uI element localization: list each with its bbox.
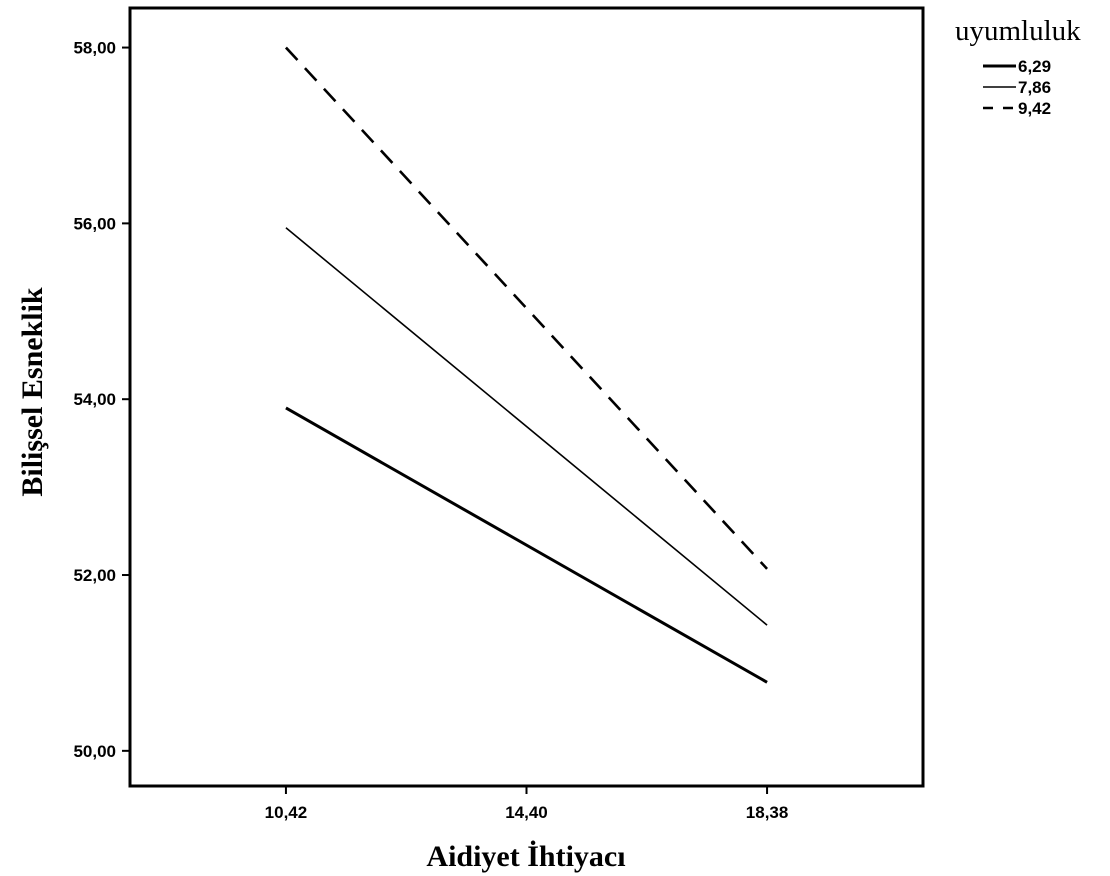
- x-tick-label: 14,40: [505, 803, 548, 822]
- y-tick-label: 58,00: [73, 39, 116, 58]
- x-axis-ticks: 10,42 14,40 18,38: [265, 786, 789, 822]
- legend: uyumluluk 6,29 7,86 9,42: [955, 15, 1081, 118]
- x-axis-title: Aidiyet İhtiyacı: [426, 840, 625, 873]
- series-line-0: [285, 406, 768, 684]
- series-line-1: [285, 227, 768, 626]
- x-tick-label: 10,42: [265, 803, 308, 822]
- plot-frame: [128, 6, 925, 788]
- y-tick-label: 50,00: [73, 742, 116, 761]
- series-lines: [284, 46, 769, 684]
- y-tick-label: 52,00: [73, 566, 116, 585]
- legend-title: uyumluluk: [955, 15, 1081, 47]
- legend-label: 6,29: [1018, 57, 1051, 76]
- legend-items: 6,29 7,86 9,42: [983, 57, 1051, 118]
- series-line-2: [284, 46, 769, 570]
- y-axis-ticks: 50,00 52,00 54,00 56,00 58,00: [73, 39, 130, 761]
- x-tick-label: 18,38: [746, 803, 789, 822]
- y-axis-title: Bilişsel Esneklik: [16, 287, 49, 497]
- y-tick-label: 54,00: [73, 390, 116, 409]
- y-tick-label: 56,00: [73, 214, 116, 233]
- legend-label: 9,42: [1018, 99, 1051, 118]
- legend-label: 7,86: [1018, 78, 1051, 97]
